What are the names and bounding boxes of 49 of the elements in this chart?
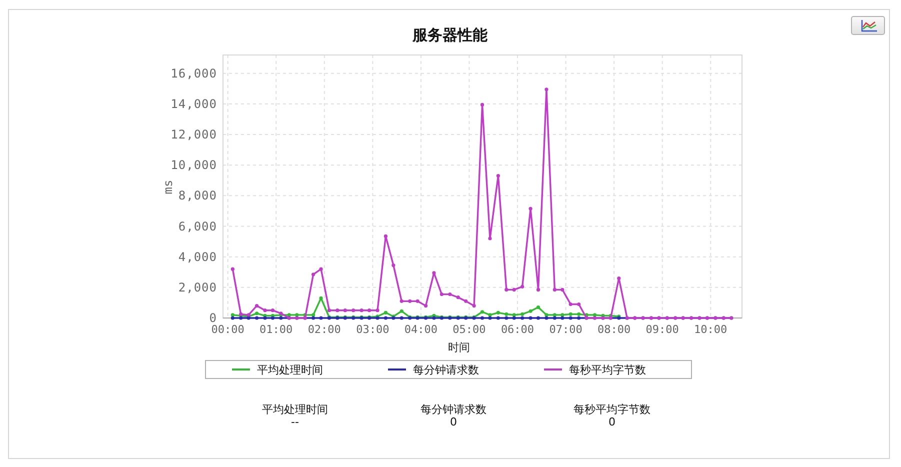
legend-label: 每秒平均字节数 — [569, 364, 646, 376]
y-tick-label: 16,000 — [170, 66, 217, 80]
point — [254, 312, 259, 316]
point — [384, 310, 388, 314]
x-tick-label: 03:00 — [356, 323, 390, 336]
point — [560, 313, 564, 317]
x-tick-label: 09:00 — [646, 323, 679, 336]
point — [230, 313, 234, 317]
x-tick-label: 05:00 — [452, 323, 486, 336]
point — [577, 312, 581, 316]
point — [568, 312, 572, 316]
point — [295, 313, 299, 317]
x-tick-label: 08:00 — [598, 323, 631, 336]
point — [528, 309, 532, 313]
y-tick-label: 4,000 — [178, 250, 217, 264]
point — [512, 313, 516, 317]
x-tick-label: 06:00 — [500, 323, 534, 336]
legend-label: 每分钟请求数 — [413, 364, 479, 376]
point — [504, 312, 508, 316]
y-tick-label: 2,000 — [178, 280, 217, 294]
point — [496, 310, 500, 314]
point — [536, 305, 540, 310]
point — [488, 313, 492, 317]
y-tick-label: 12,000 — [170, 128, 217, 142]
x-tick-label: 00:00 — [211, 323, 244, 336]
x-title: 时间 — [448, 341, 470, 354]
point — [400, 309, 404, 313]
y-tick-label: 8,000 — [178, 188, 217, 203]
point — [287, 313, 291, 317]
y-tick-label: 14,000 — [170, 96, 217, 111]
x-tick-label: 04:00 — [404, 323, 438, 336]
point — [319, 296, 323, 300]
point — [544, 313, 548, 317]
y-tick-label: 10,000 — [170, 158, 217, 172]
point — [552, 313, 556, 317]
point — [592, 313, 597, 317]
x-tick-label: 07:00 — [549, 323, 582, 336]
x-tick-label: 10:00 — [694, 323, 728, 336]
title: 服务器性能 — [412, 26, 488, 44]
x-tick-label: 01:00 — [260, 323, 293, 336]
summary: 平均处理时间 -- 每分钟请求数 0 每秒平均字节数 0 — [262, 403, 650, 428]
point — [480, 310, 484, 314]
y-tick-label: 6,000 — [178, 219, 217, 234]
point — [311, 313, 316, 317]
y-title: ms — [161, 180, 175, 194]
y-tick-label: 0 — [209, 311, 217, 325]
x-tick-label: 02:00 — [308, 323, 341, 336]
point — [520, 312, 524, 316]
legend-label: 平均处理时间 — [257, 364, 323, 376]
